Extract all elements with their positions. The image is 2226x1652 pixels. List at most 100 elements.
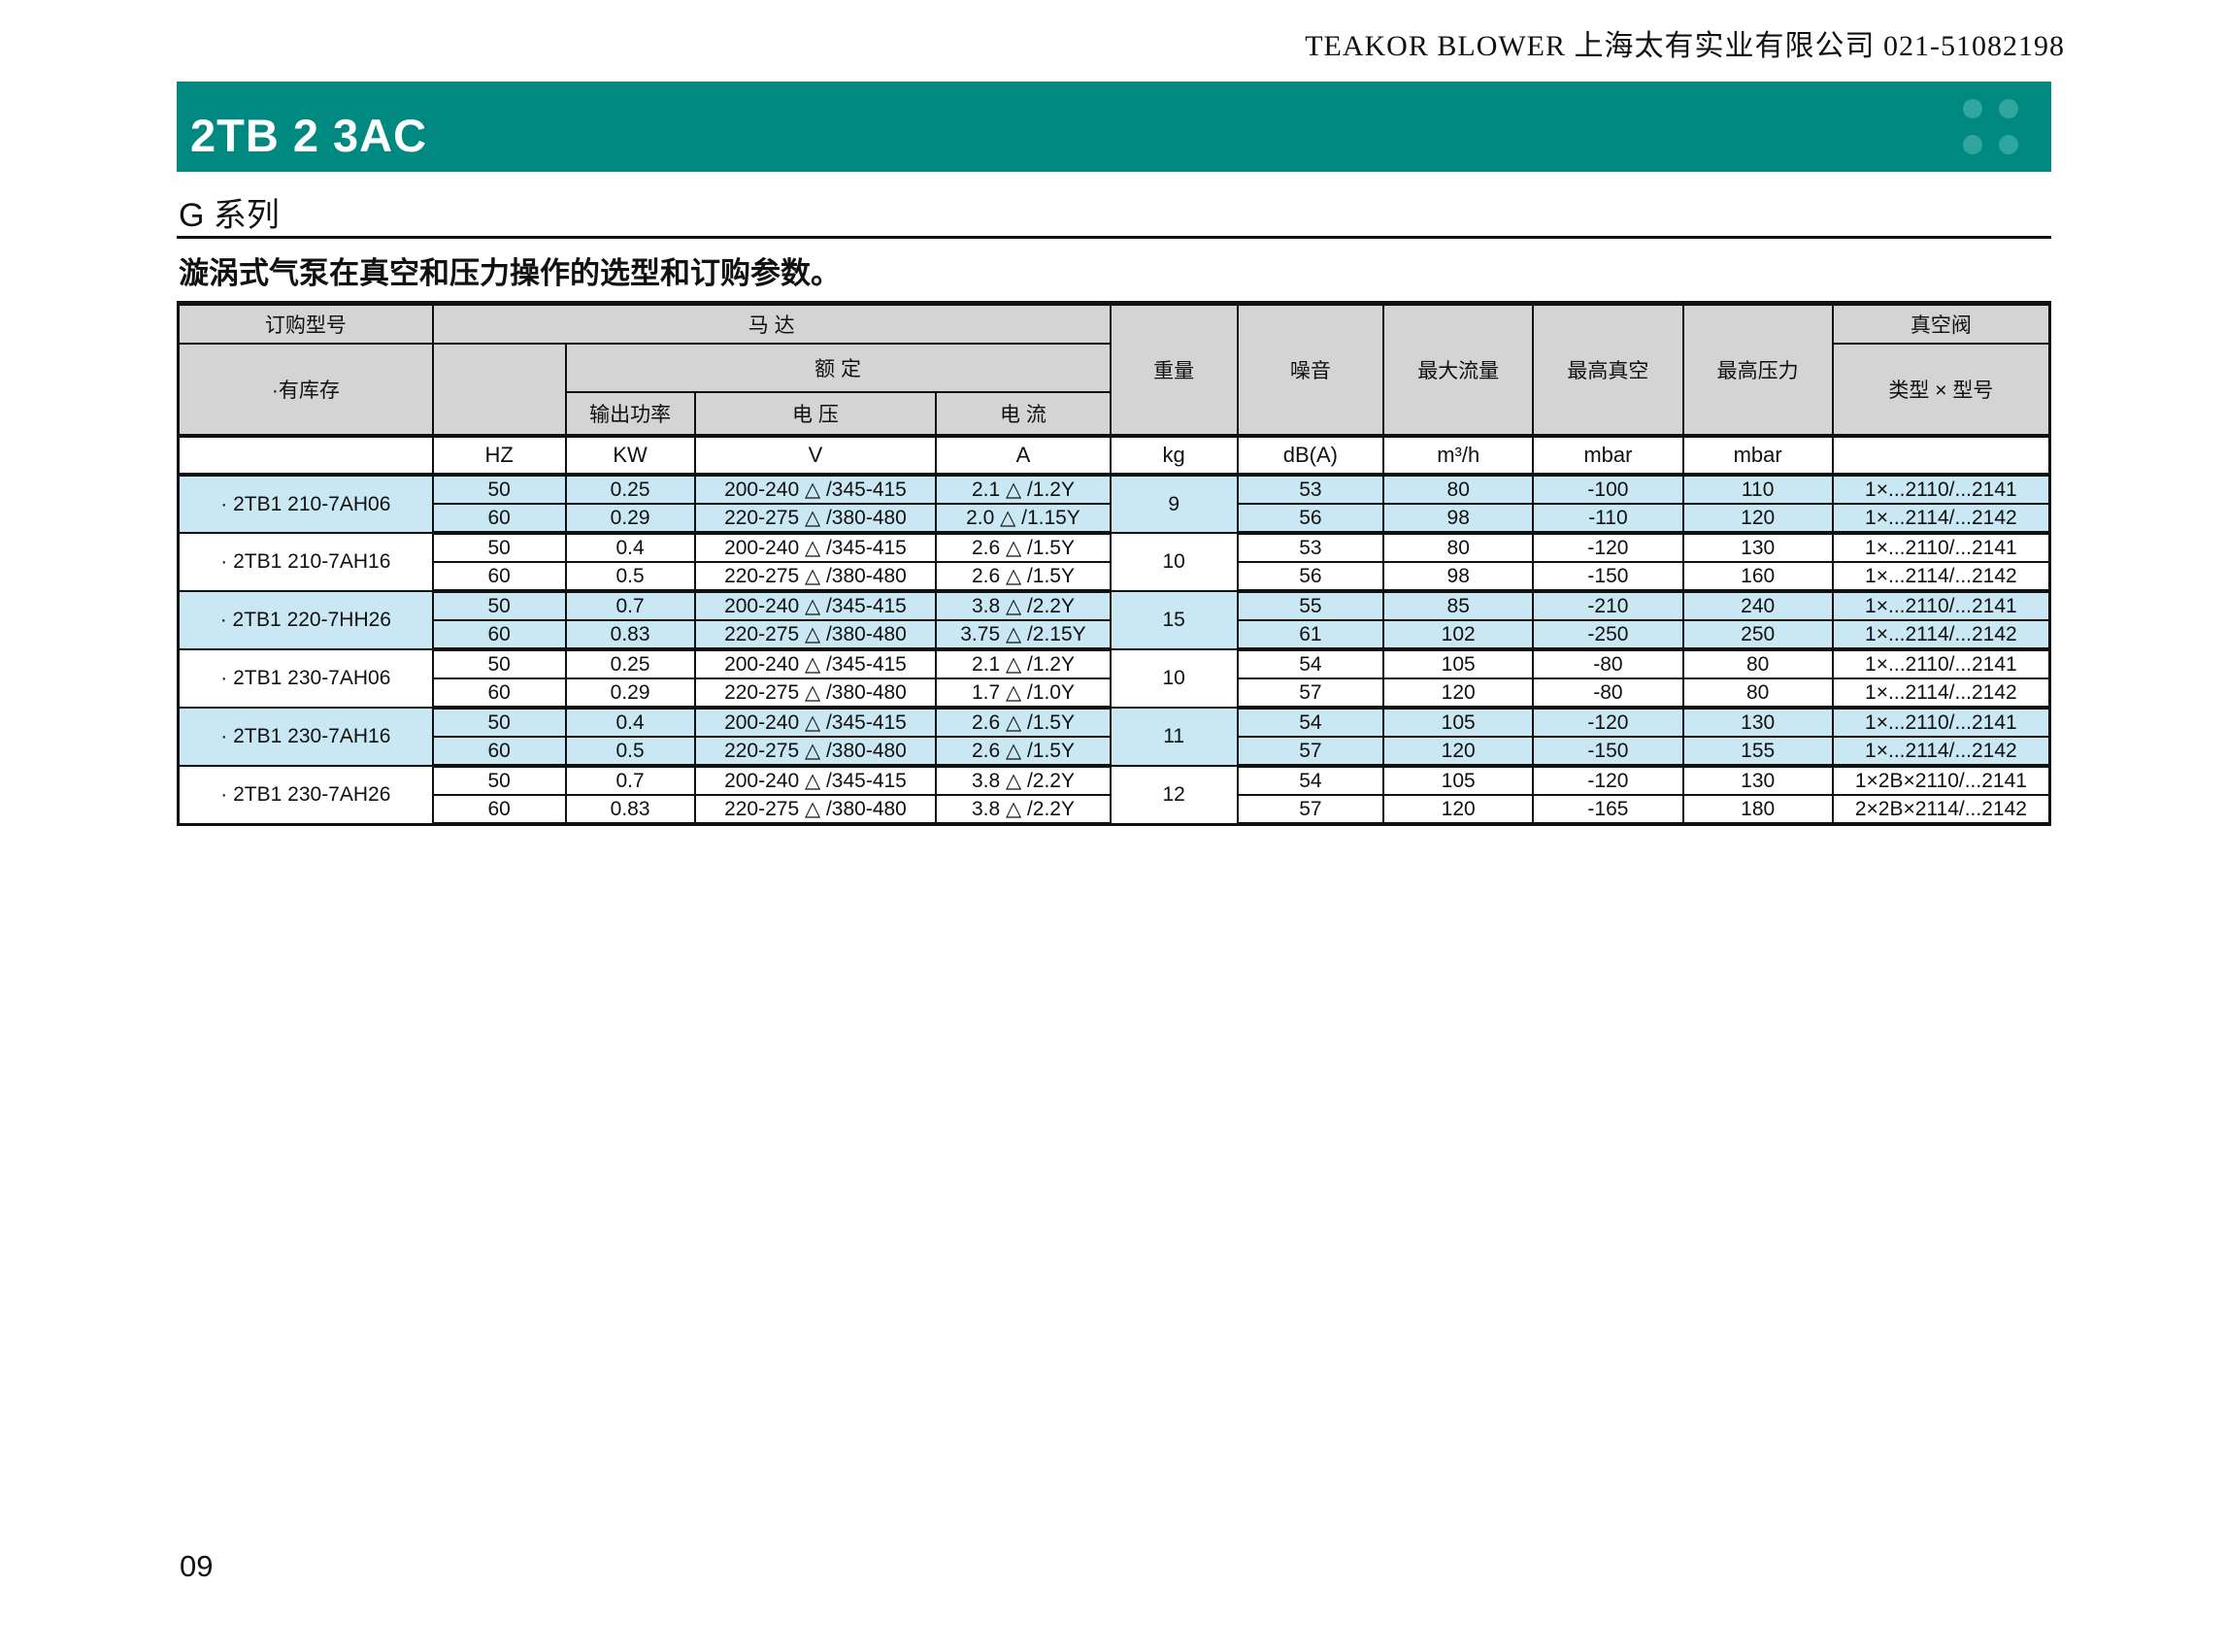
flow-cell: 105 (1382, 648, 1535, 679)
kw-cell: 0.29 (564, 677, 696, 710)
table-header-row: 订购型号 马 达 重量 噪音 最大流量 最高真空 最高压力 真空阀 (177, 302, 2051, 437)
hz-cell: 50 (431, 590, 567, 621)
unit-blank (1831, 434, 2051, 477)
hz-cell: 60 (431, 503, 567, 535)
unit-pressure: mbar (1681, 434, 1834, 477)
current-cell: 3.75 △ /2.15Y (935, 619, 1112, 651)
table-row: · 2TB1 230-7AH06 50 0.25 200-240 △ /345-… (177, 648, 2051, 709)
header-valve-type-model: 类型 × 型号 (1831, 343, 2051, 437)
unit-a: A (935, 434, 1112, 477)
valve-cell: 1×...2110/...2141 (1831, 590, 2051, 621)
flow-cell: 98 (1382, 561, 1535, 593)
hz-cell: 60 (431, 677, 567, 710)
flow-cell: 120 (1382, 736, 1535, 768)
weight-cell: 11 (1109, 707, 1239, 767)
pressure-cell: 130 (1681, 532, 1834, 563)
noise-cell: 53 (1236, 532, 1385, 563)
table-row: 60 0.5 220-275 △ /380-480 2.6 △ /1.5Y 56… (179, 561, 2051, 593)
vacuum-cell: -150 (1532, 736, 1684, 768)
kw-cell: 0.7 (564, 765, 696, 796)
header-voltage: 电 压 (693, 391, 938, 437)
pressure-cell: 110 (1681, 474, 1834, 505)
noise-cell: 55 (1236, 590, 1385, 621)
table-header-row: 输出功率 电 压 电 流 (179, 391, 2050, 437)
table-row: 60 0.83 220-275 △ /380-480 3.8 △ /2.2Y 5… (179, 794, 2051, 826)
pressure-cell: 120 (1681, 503, 1834, 535)
model-cell: · 2TB1 220-7HH26 (177, 590, 434, 650)
valve-cell: 1×...2110/...2141 (1831, 707, 2051, 738)
flow-cell: 80 (1382, 474, 1535, 505)
flow-cell: 85 (1382, 590, 1535, 621)
page-number: 09 (180, 1549, 214, 1583)
vacuum-cell: -250 (1532, 619, 1684, 651)
section-banner: 2TB 2 3AC (177, 82, 2051, 172)
noise-cell: 54 (1236, 707, 1385, 738)
table-row: · 2TB1 230-7AH16 50 0.4 200-240 △ /345-4… (177, 707, 2051, 767)
kw-cell: 0.25 (564, 648, 696, 679)
header-vacuum-valve: 真空阀 (1831, 302, 2051, 345)
flow-cell: 80 (1382, 532, 1535, 563)
valve-cell: 1×...2114/...2142 (1831, 561, 2051, 593)
kw-cell: 0.83 (564, 794, 696, 826)
valve-cell: 1×...2110/...2141 (1831, 648, 2051, 679)
header-max-flow: 最大流量 (1382, 302, 1535, 437)
voltage-cell: 220-275 △ /380-480 (693, 794, 938, 826)
vacuum-cell: -110 (1532, 503, 1684, 535)
vacuum-cell: -100 (1532, 474, 1684, 505)
dot-icon (1963, 135, 1982, 154)
noise-cell: 56 (1236, 561, 1385, 593)
spec-table-wrapper: 订购型号 马 达 重量 噪音 最大流量 最高真空 最高压力 真空阀 ·有库存 额… (177, 301, 2051, 826)
kw-cell: 0.7 (564, 590, 696, 621)
noise-cell: 56 (1236, 503, 1385, 535)
current-cell: 2.6 △ /1.5Y (935, 707, 1112, 738)
series-heading: G 系列 (179, 197, 280, 234)
voltage-cell: 200-240 △ /345-415 (693, 648, 938, 679)
header-hz-spacer (431, 343, 567, 437)
dot-icon (1999, 99, 2018, 118)
units-row: HZ KW V A kg dB(A) m³/h mbar mbar (177, 434, 2051, 477)
current-cell: 2.1 △ /1.2Y (935, 474, 1112, 505)
header-noise: 噪音 (1236, 302, 1385, 437)
unit-hz: HZ (431, 434, 567, 477)
header-motor: 马 达 (431, 302, 1112, 345)
voltage-cell: 220-275 △ /380-480 (693, 677, 938, 710)
unit-kg: kg (1109, 434, 1239, 477)
hz-cell: 50 (431, 532, 567, 563)
spec-table: 订购型号 马 达 重量 噪音 最大流量 最高真空 最高压力 真空阀 ·有库存 额… (177, 301, 2051, 826)
header-max-pressure: 最高压力 (1681, 302, 1834, 437)
kw-cell: 0.5 (564, 736, 696, 768)
current-cell: 2.6 △ /1.5Y (935, 561, 1112, 593)
unit-db: dB(A) (1236, 434, 1385, 477)
hz-cell: 60 (431, 794, 567, 826)
voltage-cell: 220-275 △ /380-480 (693, 736, 938, 768)
voltage-cell: 200-240 △ /345-415 (693, 474, 938, 505)
model-cell: · 2TB1 230-7AH26 (177, 765, 434, 825)
pressure-cell: 250 (1681, 619, 1834, 651)
valve-cell: 1×2B×2110/...2141 (1831, 765, 2051, 796)
pressure-cell: 80 (1681, 677, 1834, 710)
model-cell: · 2TB1 230-7AH16 (177, 707, 434, 767)
current-cell: 3.8 △ /2.2Y (935, 765, 1112, 796)
pressure-cell: 80 (1681, 648, 1834, 679)
table-row: 60 0.5 220-275 △ /380-480 2.6 △ /1.5Y 57… (179, 736, 2051, 768)
pressure-cell: 180 (1681, 794, 1834, 826)
voltage-cell: 220-275 △ /380-480 (693, 619, 938, 651)
hz-cell: 60 (431, 561, 567, 593)
flow-cell: 105 (1382, 765, 1535, 796)
noise-cell: 57 (1236, 677, 1385, 710)
pressure-cell: 160 (1681, 561, 1834, 593)
flow-cell: 120 (1382, 677, 1535, 710)
hz-cell: 50 (431, 648, 567, 679)
current-cell: 1.7 △ /1.0Y (935, 677, 1112, 710)
table-row: · 2TB1 210-7AH06 50 0.25 200-240 △ /345-… (177, 474, 2051, 534)
table-row: 60 0.83 220-275 △ /380-480 3.75 △ /2.15Y… (179, 619, 2051, 651)
kw-cell: 0.25 (564, 474, 696, 505)
vacuum-cell: -120 (1532, 765, 1684, 796)
current-cell: 2.0 △ /1.15Y (935, 503, 1112, 535)
kw-cell: 0.4 (564, 707, 696, 738)
unit-vacuum: mbar (1532, 434, 1684, 477)
kw-cell: 0.5 (564, 561, 696, 593)
valve-cell: 1×...2114/...2142 (1831, 677, 2051, 710)
table-row: 60 0.29 220-275 △ /380-480 2.0 △ /1.15Y … (179, 503, 2051, 535)
table-row: · 2TB1 230-7AH26 50 0.7 200-240 △ /345-4… (177, 765, 2051, 825)
